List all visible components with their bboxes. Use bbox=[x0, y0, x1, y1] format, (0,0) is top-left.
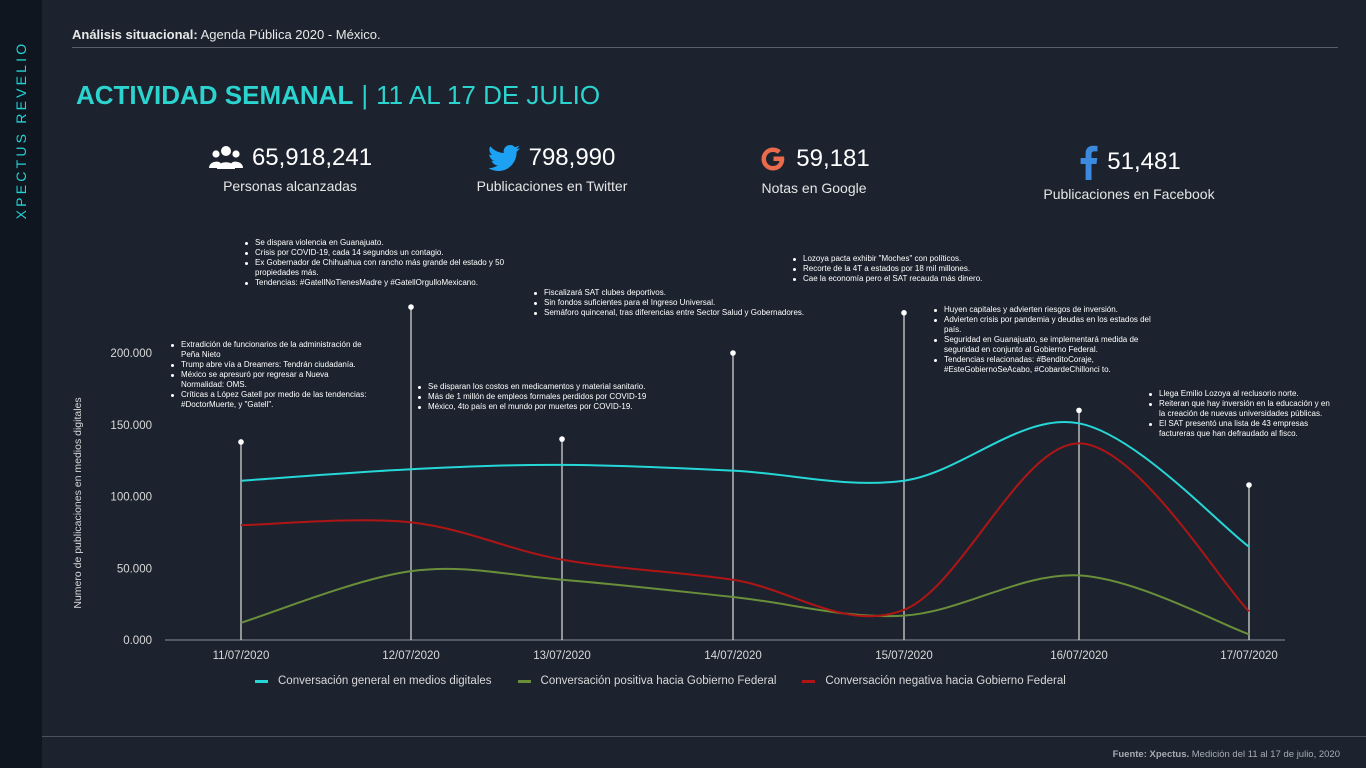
annotation-marker-dot bbox=[1246, 482, 1252, 488]
facebook-icon bbox=[1080, 145, 1098, 180]
annotation-marker-dot bbox=[559, 436, 565, 442]
title-separator: | bbox=[361, 80, 369, 110]
chart-legend: Conversación general en medios digitales… bbox=[255, 673, 1092, 689]
annotation-marker-dot bbox=[901, 310, 907, 316]
annotation-item: Fiscalizará SAT clubes deportivos. bbox=[533, 288, 818, 298]
annotation-item: Trump abre vía a Dreamers: Tendrán ciuda… bbox=[170, 360, 370, 370]
x-tick-label: 17/07/2020 bbox=[1220, 650, 1278, 662]
annotation-item: Tendencias relacionadas: #BenditoCoraje,… bbox=[933, 355, 1168, 375]
y-tick-label: 200.000 bbox=[110, 348, 152, 360]
annotation-item: Llega Emilio Lozoya al reclusorio norte. bbox=[1148, 389, 1338, 399]
annotation-item: Semáforo quincenal, tras diferencias ent… bbox=[533, 308, 818, 318]
annotation-item: Cae la economía pero el SAT recauda más … bbox=[792, 274, 1042, 284]
stat-google-value: 59,181 bbox=[796, 145, 870, 172]
annotation-item: Se disparan los costos en medicamentos y… bbox=[417, 382, 699, 392]
title-main: ACTIVIDAD SEMANAL bbox=[76, 80, 354, 110]
legend-swatch-positive bbox=[517, 679, 531, 683]
annotation-item: Huyen capitales y advierten riesgos de i… bbox=[933, 305, 1168, 315]
legend-swatch-negative bbox=[802, 679, 816, 683]
stat-google: 59,181 Notas en Google bbox=[694, 144, 934, 196]
header-line: Análisis situacional: Agenda Pública 202… bbox=[72, 27, 381, 42]
legend-item-general: Conversación general en medios digitales bbox=[255, 675, 492, 687]
header-label: Análisis situacional: bbox=[72, 27, 198, 42]
legend-label-general: Conversación general en medios digitales bbox=[278, 675, 492, 687]
annotation-item: Más de 1 millón de empleos formales perd… bbox=[417, 392, 699, 402]
annotation-item: Sin fondos suficientes para el Ingreso U… bbox=[533, 298, 818, 308]
stat-google-label: Notas en Google bbox=[761, 180, 867, 196]
annotation-13-07: Se disparan los costos en medicamentos y… bbox=[417, 382, 699, 412]
annotation-marker-dot bbox=[730, 350, 736, 356]
annotation-item: Reiteran que hay inversión en la educaci… bbox=[1148, 399, 1338, 419]
annotation-16-07: Huyen capitales y advierten riesgos de i… bbox=[933, 305, 1168, 375]
annotation-item: Tendencias: #GatellNoTienesMadre y #Gate… bbox=[244, 278, 506, 288]
people-icon bbox=[208, 146, 243, 169]
twitter-icon bbox=[488, 145, 520, 171]
y-tick-label: 150.000 bbox=[110, 420, 152, 432]
header-text: Agenda Pública 2020 - México. bbox=[200, 27, 381, 42]
header-divider bbox=[72, 47, 1338, 48]
x-tick-label: 14/07/2020 bbox=[704, 650, 762, 662]
annotation-item: Seguridad en Guanajuato, se implementará… bbox=[933, 335, 1168, 355]
annotation-marker-dot bbox=[1076, 407, 1082, 414]
stat-facebook-label: Publicaciones en Facebook bbox=[1043, 186, 1215, 202]
footer-source-text: Medición del 11 al 17 de julio, 2020 bbox=[1191, 749, 1340, 760]
series-line-negative bbox=[240, 442, 1250, 618]
side-bar: XPECTUS REVELIO bbox=[0, 0, 42, 768]
title-dates: 11 AL 17 DE JULIO bbox=[376, 80, 601, 110]
x-tick-label: 16/07/2020 bbox=[1050, 650, 1108, 662]
annotation-item: Ex Gobernador de Chihuahua con rancho má… bbox=[244, 258, 506, 278]
annotation-14-07: Fiscalizará SAT clubes deportivos. Sin fo… bbox=[533, 288, 818, 318]
annotation-item: Críticas a López Gatell por medio de las… bbox=[170, 390, 370, 410]
stat-twitter-value: 798,990 bbox=[528, 144, 616, 171]
y-tick-label: 100.000 bbox=[110, 492, 152, 504]
legend-label-negative: Conversación negativa hacia Gobierno Fed… bbox=[825, 675, 1066, 687]
annotation-item: Recorte de la 4T a estados por 18 mil mi… bbox=[792, 264, 1042, 274]
x-tick-label: 15/07/2020 bbox=[875, 650, 933, 662]
stat-people: 65,918,241 Personas alcanzadas bbox=[170, 144, 410, 194]
annotation-17-07: Llega Emilio Lozoya al reclusorio norte.… bbox=[1148, 389, 1338, 439]
annotation-item: México se apresuró por regresar a Nueva … bbox=[170, 370, 370, 390]
legend-label-positive: Conversación positiva hacia Gobierno Fed… bbox=[540, 675, 777, 687]
annotation-item: Advierten crisis por pandemia y deudas e… bbox=[933, 315, 1168, 335]
google-icon bbox=[761, 147, 785, 171]
stat-facebook: 51,481 Publicaciones en Facebook bbox=[1009, 144, 1249, 202]
annotation-item: Se dispara violencia en Guanajuato. bbox=[244, 238, 506, 248]
annotation-item: Crisis por COVID-19, cada 14 segundos un… bbox=[244, 248, 506, 258]
x-tick-label: 11/07/2020 bbox=[213, 650, 270, 662]
annotation-11-07: Extradición de funcionarios de la admini… bbox=[170, 340, 370, 410]
footer-divider bbox=[42, 736, 1366, 737]
series-line-positive bbox=[240, 567, 1250, 636]
legend-item-negative: Conversación negativa hacia Gobierno Fed… bbox=[802, 675, 1066, 687]
x-tick-label: 13/07/2020 bbox=[533, 650, 591, 662]
stat-people-label: Personas alcanzadas bbox=[223, 178, 357, 194]
stat-people-value: 65,918,241 bbox=[251, 144, 373, 171]
annotation-15-07: Lozoya pacta exhibir "Moches" con políti… bbox=[792, 254, 1042, 284]
annotation-item: Lozoya pacta exhibir "Moches" con políti… bbox=[792, 254, 1042, 264]
series-line-general bbox=[240, 421, 1250, 548]
y-tick-label: 50.000 bbox=[117, 563, 152, 575]
annotation-item: El SAT presentó una lista de 43 empresas… bbox=[1148, 419, 1338, 439]
legend-swatch-general bbox=[255, 679, 268, 683]
annotation-item: Extradición de funcionarios de la admini… bbox=[170, 340, 370, 360]
page-title: ACTIVIDAD SEMANAL | 11 AL 17 DE JULIO bbox=[76, 80, 600, 111]
stat-twitter-label: Publicaciones en Twitter bbox=[476, 178, 628, 194]
stat-twitter: 798,990 Publicaciones en Twitter bbox=[432, 144, 672, 194]
annotation-marker-dot bbox=[408, 304, 414, 310]
footer-source-label: Fuente: Xpectus. bbox=[1112, 749, 1190, 760]
y-axis-label: Numero de publicaciones en medios digita… bbox=[72, 397, 84, 608]
legend-item-positive: Conversación positiva hacia Gobierno Fed… bbox=[517, 675, 777, 687]
stat-facebook-value: 51,481 bbox=[1107, 148, 1181, 175]
y-tick-label: 0.000 bbox=[123, 635, 152, 647]
annotation-item: México, 4to país en el mundo por muertes… bbox=[417, 402, 699, 412]
annotation-12-07: Se dispara violencia en Guanajuato. Crisi… bbox=[244, 238, 506, 288]
x-tick-label: 12/07/2020 bbox=[382, 650, 440, 662]
footer-source: Fuente: Xpectus. Medición del 11 al 17 d… bbox=[1113, 749, 1340, 760]
annotation-marker-dot bbox=[238, 439, 244, 445]
